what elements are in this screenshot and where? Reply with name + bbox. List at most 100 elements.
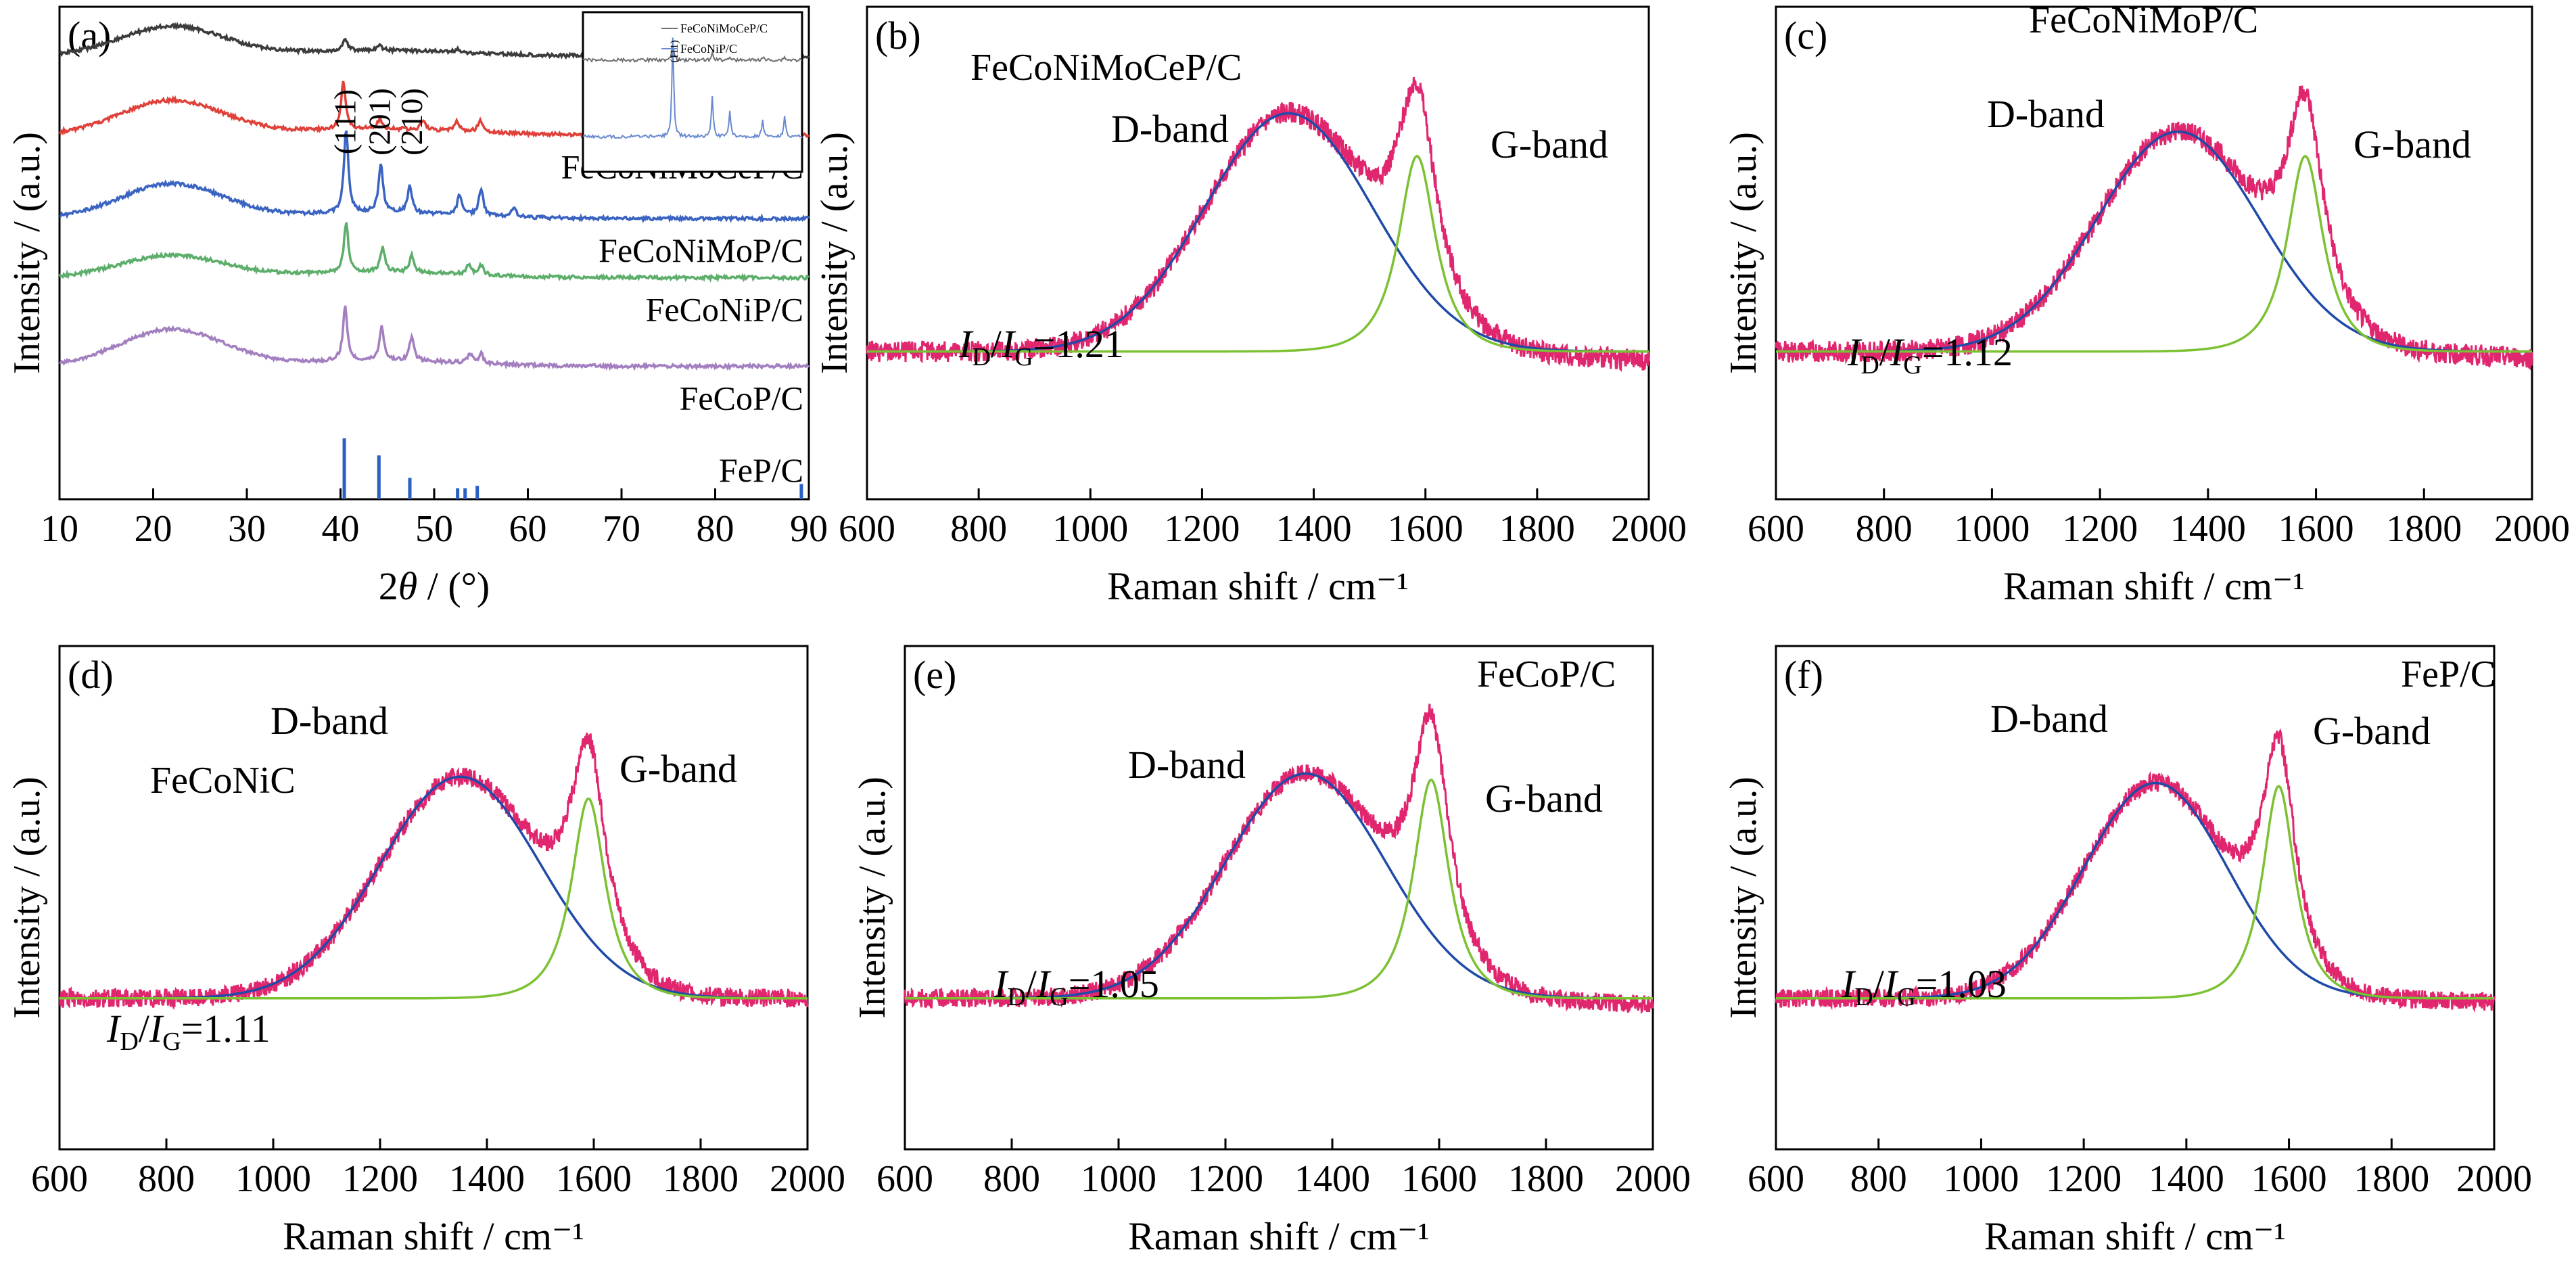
- x-tick-label: 90: [790, 508, 828, 550]
- g-band-label: G-band: [2353, 122, 2471, 166]
- x-tick-label: 2000: [2494, 508, 2570, 550]
- ratio-sub-d: D: [1007, 983, 1025, 1011]
- panel-label: (e): [913, 653, 956, 697]
- intensity-ratio-label: ID/IG=1.21: [958, 322, 1124, 371]
- x-tick-label: 1800: [1508, 1158, 1584, 1200]
- x-axis-label: Raman shift / cm⁻¹: [1128, 1214, 1430, 1258]
- xrd-inset: FeCoNiMoCeP/C FeCoNiP/C(111): [582, 11, 803, 173]
- series-label: FeCoNiP/C: [646, 290, 803, 328]
- x-tick-label: 800: [1856, 508, 1913, 550]
- plot-frame: [1775, 645, 2496, 1151]
- inset-frame: [582, 11, 803, 173]
- xrd-series-line: [58, 222, 810, 283]
- series-label: FeCoNiMoP/C: [599, 231, 803, 269]
- g-band-label: G-band: [2313, 709, 2431, 753]
- g-band-label: G-band: [1491, 122, 1608, 166]
- x-tick-label: 800: [1850, 1158, 1907, 1200]
- x-axis-label-theta: θ: [398, 564, 418, 608]
- ratio-sub-d: D: [1854, 983, 1873, 1011]
- g-band-fit-line: [867, 154, 1649, 353]
- x-tick-label: 800: [950, 508, 1007, 550]
- ratio-i: I: [1841, 962, 1856, 1006]
- intensity-ratio-label: ID/IG=1.12: [1847, 330, 2013, 379]
- x-axis-label-suffix: / (°): [417, 564, 490, 608]
- x-axis-label: 2θ / (°): [379, 564, 490, 608]
- sample-label: FeCoP/C: [1477, 653, 1616, 695]
- x-tick-label: 40: [322, 508, 360, 550]
- ratio-sub-g: G: [162, 1028, 181, 1056]
- panel-label: (d): [68, 653, 114, 697]
- ratio-sub-g: G: [1897, 983, 1915, 1011]
- ratio-value: =1.03: [1916, 962, 2007, 1006]
- ratio-sub-g: G: [1014, 343, 1033, 371]
- x-tick-label: 1600: [1388, 508, 1463, 550]
- x-tick-label: 600: [1748, 508, 1804, 550]
- peak-label: (111): [327, 89, 362, 154]
- x-tick-label: 2000: [1615, 1158, 1691, 1200]
- x-tick-label: 2000: [1611, 508, 1687, 550]
- panel-d: 600 800 1000 1200 1400 1600 1800 2000 Intensity …: [6, 645, 845, 1258]
- d-band-label: D-band: [1990, 697, 2108, 741]
- sample-label: FeCoNiMoCeP/C: [970, 47, 1242, 89]
- x-tick-label: 80: [697, 508, 734, 550]
- g-band-fit-line: [1776, 154, 2532, 353]
- ratio-slash: /: [1879, 330, 1891, 374]
- ratio-value: =1.12: [1922, 330, 2013, 374]
- x-tick-label: 1200: [1164, 508, 1240, 550]
- panel-a: 10 20 30 40 50 60 70 80 90 Intensity / (a.u.) 2θ /…: [6, 5, 828, 608]
- x-tick-label: 1200: [2062, 508, 2138, 550]
- x-tick-label: 30: [228, 508, 266, 550]
- ratio-i: I: [1001, 322, 1016, 366]
- ratio-sub-g: G: [1050, 983, 1068, 1011]
- x-tick-label: 2000: [2456, 1158, 2532, 1200]
- panel-e: 600 800 1000 1200 1400 1600 1800 2000 Intensity …: [851, 645, 1691, 1258]
- ratio-i: I: [149, 1007, 164, 1051]
- xrd-series-line: [59, 305, 810, 371]
- g-band-fit-line: [60, 797, 807, 1000]
- ratio-i: I: [1890, 330, 1905, 374]
- inset-series-line: [582, 37, 803, 140]
- x-tick-label: 600: [876, 1158, 933, 1200]
- x-tick-label: 20: [135, 508, 172, 550]
- sample-label: FeCoNiC: [150, 760, 296, 802]
- panel-label: (f): [1784, 653, 1823, 697]
- x-tick-label: 60: [509, 508, 547, 550]
- x-axis-label-prefix: 2: [379, 564, 398, 608]
- series-label: FeCoP/C: [680, 379, 803, 417]
- peak-label: (201): [362, 88, 397, 156]
- x-tick-label: 1800: [2386, 508, 2462, 550]
- sample-label: FeP/C: [2401, 653, 2496, 695]
- raman-spectrum-line: [866, 76, 1650, 372]
- y-axis-label: Intensity / (a.u.): [6, 132, 48, 374]
- x-tick-label: 70: [603, 508, 640, 550]
- x-tick-label: 1600: [1401, 1158, 1477, 1200]
- ratio-value: =1.05: [1069, 962, 1159, 1006]
- x-tick-label: 1400: [449, 1158, 525, 1200]
- x-tick-label: 1000: [1081, 1158, 1156, 1200]
- ratio-i: I: [958, 322, 974, 366]
- d-band-label: D-band: [271, 699, 388, 743]
- y-axis-label: Intensity / (a.u.): [851, 777, 893, 1019]
- ratio-i: I: [106, 1007, 122, 1051]
- inset-series-line: [582, 45, 803, 64]
- intensity-ratio-label: ID/IG=1.03: [1841, 962, 2007, 1011]
- x-axis-label: Raman shift / cm⁻¹: [2003, 564, 2305, 608]
- intensity-ratio-label: ID/IG=1.11: [106, 1007, 271, 1056]
- x-tick-label: 1400: [1276, 508, 1352, 550]
- x-tick-label: 1800: [2353, 1158, 2429, 1200]
- ratio-sub-d: D: [120, 1028, 138, 1056]
- x-tick-label: 800: [983, 1158, 1040, 1200]
- ratio-slash: /: [1873, 962, 1885, 1006]
- panel-b: 600 800 1000 1200 1400 1600 1800 2000 Intensity …: [814, 5, 1687, 608]
- panel-c: 600 800 1000 1200 1400 1600 1800 2000 Intensity …: [1723, 0, 2570, 608]
- inset-legend-label: FeCoNiMoCeP/C: [680, 22, 768, 35]
- ratio-value: =1.21: [1033, 322, 1124, 366]
- x-tick-label: 50: [415, 508, 453, 550]
- x-tick-label: 600: [31, 1158, 88, 1200]
- sample-label: FeCoNiMoP/C: [2029, 0, 2258, 41]
- x-tick-label: 10: [41, 508, 78, 550]
- d-band-fit-line: [60, 775, 807, 1000]
- intensity-ratio-label: ID/IG=1.05: [993, 962, 1159, 1011]
- ratio-i: I: [1883, 962, 1899, 1006]
